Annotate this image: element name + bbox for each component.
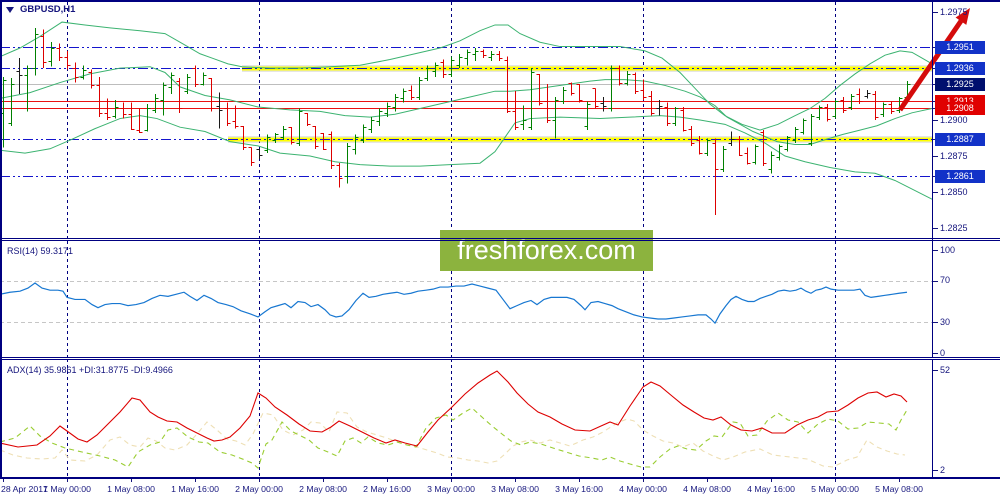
- adx-series-adx: [0, 370, 908, 448]
- time-tick: [67, 478, 68, 482]
- freshforex-watermark: freshforex.com: [440, 230, 653, 271]
- time-label: 2 May 16:00: [363, 484, 411, 494]
- trend-arrow-shaft: [897, 19, 964, 112]
- window-left-border: [0, 0, 2, 479]
- adx-value-label: ADX(14) 35.9861 +DI:31.8775 -DI:9.4966: [7, 365, 173, 375]
- adx-indicator-canvas[interactable]: [0, 359, 1000, 477]
- main-price-chart-canvas[interactable]: [0, 0, 1000, 240]
- price-label-1.2975: 1.2975: [940, 6, 968, 17]
- time-tick: [707, 478, 708, 482]
- axis-tick: [933, 353, 938, 354]
- time-label: 5 May 00:00: [811, 484, 859, 494]
- price-badge-1.2908: 1.2908: [935, 101, 985, 115]
- time-label: 3 May 08:00: [491, 484, 539, 494]
- rsi-scale-label: 100: [940, 244, 956, 255]
- ohlc-bars: [0, 27, 911, 216]
- price-label-1.2825: 1.2825: [940, 222, 968, 233]
- price-label-1.2850: 1.2850: [940, 186, 968, 197]
- bollinger-lower-band: [0, 115, 933, 200]
- window-top-border: [0, 0, 1000, 2]
- bollinger-upper-band: [0, 21, 933, 131]
- time-label: 1 May 16:00: [171, 484, 219, 494]
- symbol-period-text: GBPUSD,H1: [20, 4, 76, 15]
- price-label-1.2875: 1.2875: [940, 150, 968, 161]
- chevron-down-icon[interactable]: [6, 6, 14, 13]
- adx-scale-label: 2: [940, 464, 946, 475]
- symbol-period-label[interactable]: GBPUSD,H1: [6, 4, 75, 15]
- price-badge-1.2887: 1.2887: [935, 132, 985, 146]
- time-tick: [3, 478, 4, 482]
- time-tick: [835, 478, 836, 482]
- time-tick: [195, 478, 196, 482]
- rsi-indicator-canvas[interactable]: [0, 241, 1000, 357]
- adx-panel-bottom-border: [0, 477, 1000, 479]
- axis-tick: [933, 156, 938, 157]
- axis-tick: [933, 192, 938, 193]
- price-badge-1.2951: 1.2951: [935, 40, 985, 54]
- main-panel-bottom-border: [0, 238, 1000, 239]
- time-label: 2 May 00:00: [235, 484, 283, 494]
- bollinger-middle-band: [0, 66, 933, 145]
- time-tick: [899, 478, 900, 482]
- time-label: 1 May 00:00: [43, 484, 91, 494]
- rsi-line: [0, 282, 908, 325]
- rsi-panel-top-border: [0, 240, 1000, 241]
- axis-tick: [933, 120, 938, 121]
- rsi-panel-bottom-border: [0, 357, 1000, 358]
- time-tick: [579, 478, 580, 482]
- time-label: 5 May 08:00: [875, 484, 923, 494]
- price-badge-1.2861: 1.2861: [935, 169, 985, 183]
- adx-series--di: [0, 411, 906, 468]
- price-label-1.2900: 1.2900: [940, 114, 968, 125]
- time-label: 28 Apr 2017: [1, 484, 48, 494]
- axis-tick: [933, 250, 938, 251]
- time-tick: [771, 478, 772, 482]
- trend-arrow-head-icon: [955, 8, 970, 25]
- time-tick: [323, 478, 324, 482]
- rsi-value-label: RSI(14) 59.3171: [7, 246, 74, 256]
- axis-tick: [933, 370, 938, 371]
- price-badge-1.2925: 1.2925: [935, 77, 985, 91]
- adx-panel-top-border: [0, 359, 1000, 360]
- time-label: 4 May 00:00: [619, 484, 667, 494]
- time-tick: [515, 478, 516, 482]
- rsi-scale-label: 0: [940, 347, 946, 358]
- adx-scale-label: 52: [940, 364, 951, 375]
- axis-tick: [933, 322, 938, 324]
- price-badge-1.2936: 1.2936: [935, 61, 985, 75]
- axis-tick: [933, 228, 938, 229]
- time-tick: [451, 478, 452, 482]
- axis-tick: [933, 470, 938, 471]
- axis-tick: [933, 280, 938, 282]
- price-axis[interactable]: 1.2975 1.2951 1.2936 1.2925 1.2913 1.2908 1.29…: [933, 0, 1000, 478]
- time-label: 3 May 00:00: [427, 484, 475, 494]
- rsi-scale-label: 30: [940, 316, 951, 327]
- rsi-scale-label: 70: [940, 275, 951, 286]
- time-tick: [131, 478, 132, 482]
- axis-tick: [933, 12, 938, 13]
- time-label: 1 May 08:00: [107, 484, 155, 494]
- time-label: 4 May 16:00: [747, 484, 795, 494]
- time-label: 3 May 16:00: [555, 484, 603, 494]
- time-label: 2 May 08:00: [299, 484, 347, 494]
- time-tick: [643, 478, 644, 482]
- time-label: 4 May 08:00: [683, 484, 731, 494]
- time-tick: [259, 478, 260, 482]
- time-tick: [387, 478, 388, 482]
- time-axis[interactable]: 28 Apr 2017 1 May 00:00 1 May 08:00 1 May 1…: [0, 478, 1000, 500]
- adx-series-+di: [0, 407, 908, 469]
